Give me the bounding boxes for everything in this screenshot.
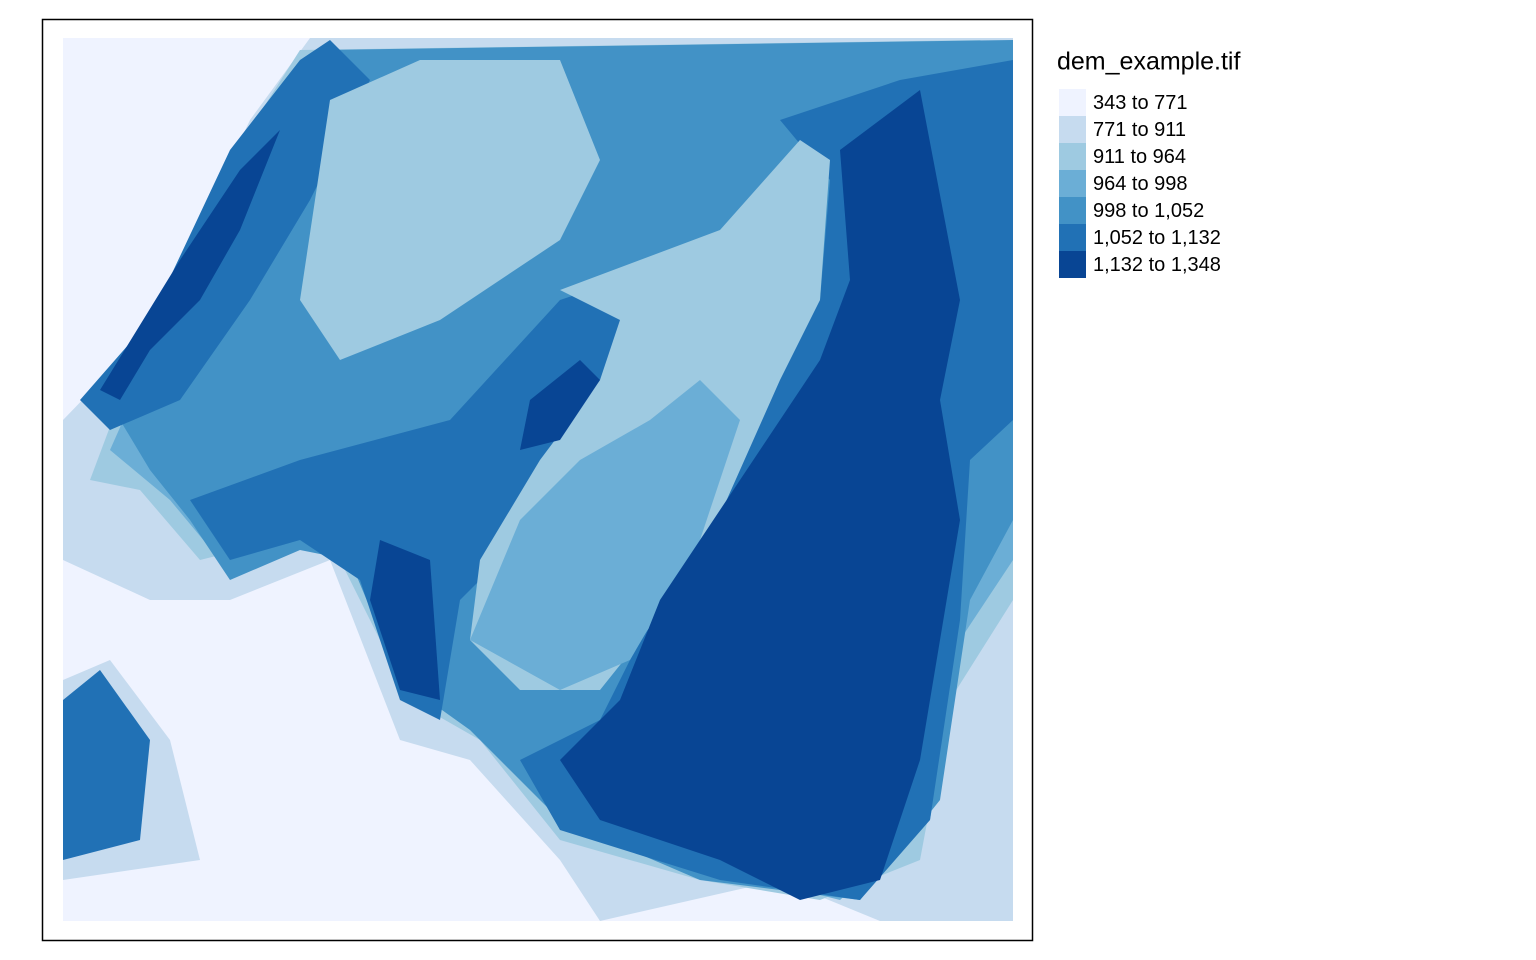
- elevation-zone: [470, 380, 740, 690]
- legend-swatch: [1059, 89, 1086, 116]
- elevation-raster: [63, 38, 1013, 921]
- elevation-zone: [100, 130, 280, 400]
- elevation-zone: [190, 280, 640, 720]
- legend-label: 911 to 964: [1093, 146, 1186, 168]
- legend-swatch: [1059, 170, 1086, 197]
- elevation-zone: [300, 60, 600, 360]
- legend-label: 998 to 1,052: [1093, 200, 1204, 222]
- legend-title: dem_example.tif: [1057, 48, 1240, 76]
- legend: 343 to 771 771 to 911 911 to 964 964 to 998…: [1059, 89, 1221, 278]
- legend-label: 343 to 771: [1093, 92, 1188, 114]
- legend-swatch: [1059, 143, 1086, 170]
- elevation-zone: [63, 670, 150, 860]
- elevation-zone: [560, 90, 960, 900]
- legend-label: 1,132 to 1,348: [1093, 254, 1221, 276]
- legend-swatch: [1059, 224, 1086, 251]
- legend-swatch: [1059, 251, 1086, 278]
- legend-label: 964 to 998: [1093, 173, 1188, 195]
- legend-label: 771 to 911: [1093, 119, 1186, 141]
- legend-label: 1,052 to 1,132: [1093, 227, 1221, 249]
- legend-swatch: [1059, 116, 1086, 143]
- legend-swatch: [1059, 197, 1086, 224]
- elevation-zone: [370, 540, 440, 700]
- elevation-zone: [520, 360, 600, 450]
